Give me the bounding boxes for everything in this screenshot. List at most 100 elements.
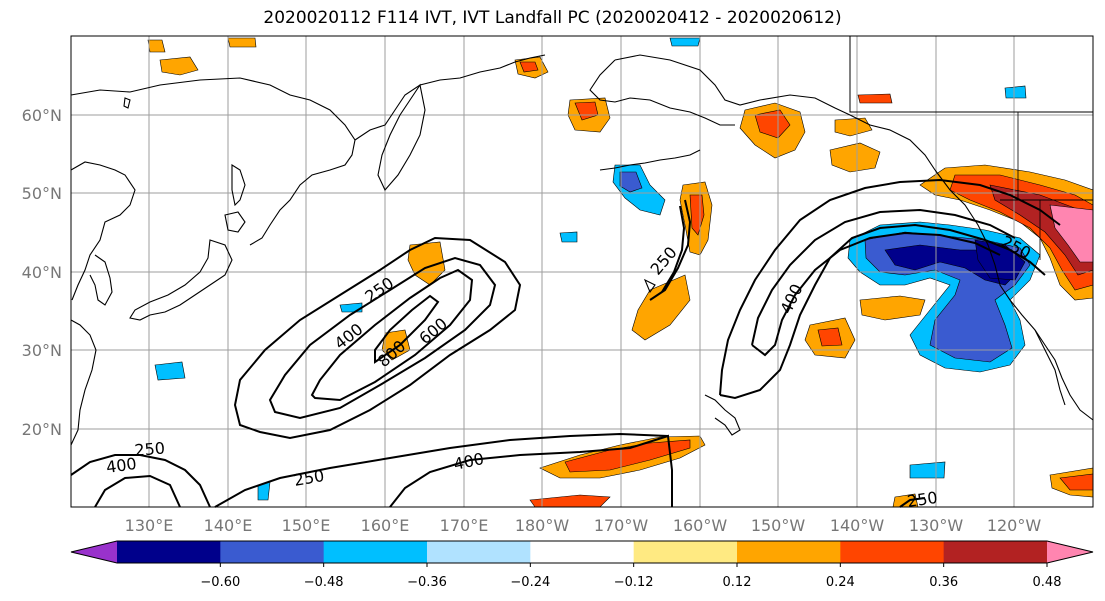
coast-na (934, 169, 1094, 421)
shade-okhotsk (159, 56, 199, 76)
shade-c2 (631, 274, 691, 341)
neg-s6 (559, 231, 578, 243)
colorbar-extend-max (1047, 541, 1093, 563)
coast-island2 (123, 97, 131, 109)
coast-asia (70, 161, 136, 301)
border-canada (849, 36, 1093, 113)
lon-labels: 130°E 140°E 150°E 160°E 170°E 180°W 170°… (125, 516, 1042, 535)
shade-c5 (859, 295, 926, 321)
lon-label: 130°E (125, 516, 174, 535)
colorbar-tick-label: −0.36 (407, 575, 447, 590)
contour-400-west (268, 256, 497, 420)
colorbar-tick-label: 0.12 (723, 575, 752, 590)
contour-800-west (374, 294, 440, 364)
shade-okhotsk-2 (147, 39, 166, 53)
colorbar-tick-label: −0.48 (304, 575, 344, 590)
contour-250-se (899, 497, 926, 508)
lat-labels: 60°N 50°N 40°N 30°N 20°N (22, 106, 62, 439)
neg-s2 (909, 461, 946, 479)
contour-400-east-b (751, 231, 1001, 357)
colorbar-tick-label: −0.24 (510, 575, 550, 590)
shade-gulf (829, 142, 881, 173)
coast-baja (1034, 329, 1066, 406)
colorbar-tick-label: 0.48 (1033, 575, 1062, 590)
lon-label: 120°W (987, 516, 1042, 535)
lon-label: 170°W (594, 516, 649, 535)
colorbar-segment (633, 541, 738, 563)
coast-kamchatka (354, 54, 546, 141)
lat-label: 60°N (22, 106, 62, 125)
shade-alaska-2 (754, 109, 791, 139)
lat-label: 30°N (22, 341, 62, 360)
coast-hokkaido (224, 211, 246, 233)
lon-label: 140°W (830, 516, 885, 535)
contour-250-sw (70, 454, 211, 508)
coast-hawaii (704, 394, 741, 436)
colorbar-tick-label: −0.60 (200, 575, 240, 590)
shade-p1 (857, 93, 893, 104)
coast-island1 (643, 278, 656, 294)
colorbar-segment (840, 541, 945, 563)
lon-label: 130°W (909, 516, 964, 535)
neg-k2 (619, 171, 643, 193)
colorbar-ticks: −0.60 −0.48 −0.36 −0.24 −0.12 0.12 0.24 0.36 0.4… (200, 563, 1062, 590)
lat-label: 20°N (22, 420, 62, 439)
colorbar-tick-label: −0.12 (614, 575, 654, 590)
colorbar-tick-label: 0.24 (826, 575, 855, 590)
contour-250-east (719, 223, 1046, 400)
colorbar-outline (70, 540, 1094, 564)
shade-plume-3 (529, 494, 611, 508)
lon-label: 160°E (361, 516, 410, 535)
neg-s3 (669, 37, 701, 47)
colorbar-segment (943, 541, 1048, 563)
lat-label: 40°N (22, 263, 62, 282)
negative-anomaly-shading (154, 37, 1041, 501)
ivt-contours (70, 178, 1061, 508)
coast-okhotsk (70, 77, 356, 246)
shade-gulf-2 (834, 117, 873, 137)
coast-sakhalin (231, 164, 246, 207)
shade-okhotsk-3 (227, 37, 257, 48)
contour-600-west (310, 268, 474, 402)
contour-250-east-out (719, 178, 1061, 396)
colorbar: −0.60 −0.48 −0.36 −0.24 −0.12 0.12 0.24 0.36 0.4… (70, 540, 1094, 590)
coast-korea (89, 254, 113, 306)
coast-kamchatka-pen (377, 83, 426, 192)
coastlines (70, 36, 1094, 446)
coast-alaska-w (589, 59, 735, 126)
neg-s1 (154, 361, 186, 381)
map-panel: 250 400 600 800 250 400 250 400 250 250 … (70, 35, 1094, 511)
colorbar-segments (71, 541, 1093, 563)
colorbar-segment (737, 541, 841, 563)
contour-250-c2 (661, 205, 686, 293)
neg-s4 (1004, 85, 1027, 99)
contour-400-sw (94, 474, 181, 508)
map-title: 2020020112 F114 IVT, IVT Landfall PC (20… (263, 8, 842, 28)
positive-anomaly-shading (147, 37, 1094, 508)
lon-label: 140°E (204, 516, 253, 535)
lat-label: 50°N (22, 184, 62, 203)
lon-label: 160°W (673, 516, 728, 535)
shade-kamchatka-2 (519, 61, 539, 73)
contour-label: 250 (134, 438, 166, 460)
lon-label: 170°E (440, 516, 489, 535)
colorbar-segment (427, 541, 531, 563)
lon-label: 150°W (751, 516, 806, 535)
colorbar-segment (220, 541, 325, 563)
contour-250-west (233, 236, 522, 440)
map-frame (70, 35, 1094, 508)
coast-aleutians (599, 149, 701, 171)
coast-alaska (614, 54, 936, 171)
graticule (71, 36, 1093, 507)
lon-label: 150°E (282, 516, 331, 535)
coast-japan (129, 239, 233, 321)
contour-label: 250 (906, 488, 939, 511)
contour-label: 400 (105, 454, 138, 477)
contour-250-south (214, 432, 669, 508)
contour-400-south (389, 434, 673, 508)
colorbar-tick-label: 0.36 (929, 575, 958, 590)
neg-s5 (339, 302, 363, 313)
contour-400-east (751, 208, 1016, 346)
lon-label: 180°W (515, 516, 570, 535)
